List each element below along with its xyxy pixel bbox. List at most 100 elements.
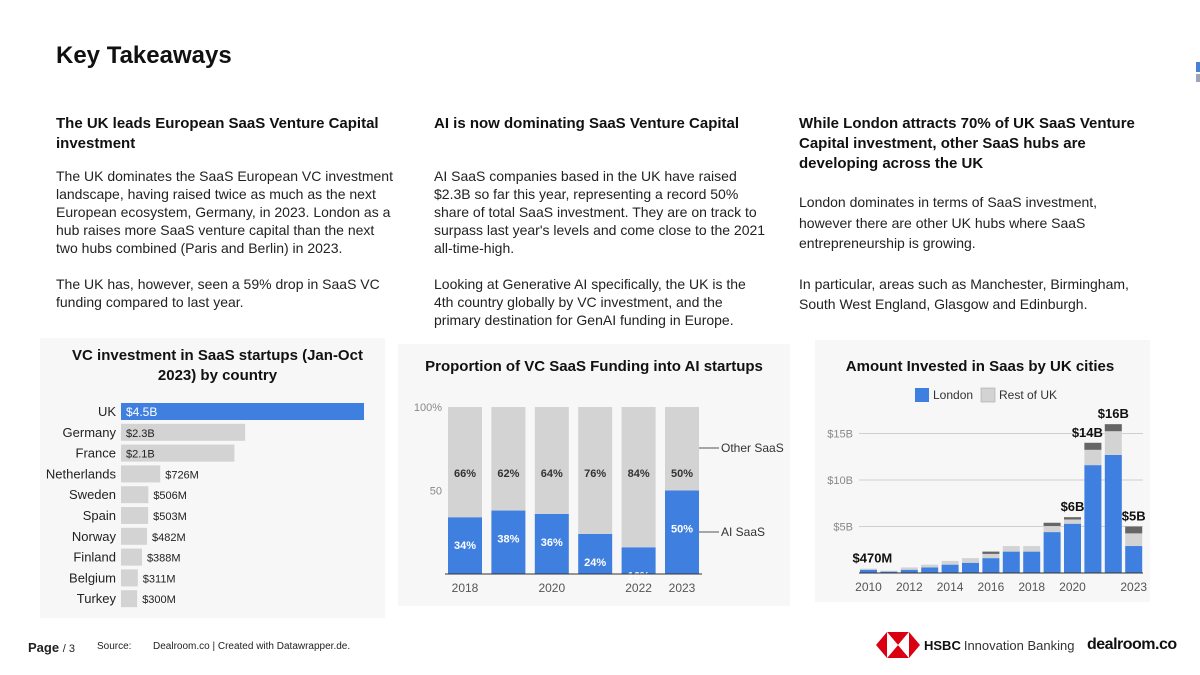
country-value-label: $4.5B	[126, 405, 157, 419]
london-bar	[1064, 523, 1081, 573]
country-label: Belgium	[69, 570, 116, 585]
y-tick-label: $5B	[833, 522, 853, 534]
london-bar	[1084, 465, 1102, 573]
other-saas-value-label: 84%	[628, 468, 650, 480]
chart-country-panel	[40, 338, 385, 618]
country-value-label: $506M	[153, 490, 187, 502]
hsbc-logo-text: HSBC	[924, 637, 961, 653]
country-label: Netherlands	[46, 466, 117, 481]
ai-saas-value-label: 38%	[497, 534, 519, 546]
london-bar	[1002, 551, 1020, 573]
column-heading: The UK leads European SaaS Venture Capit…	[56, 115, 379, 152]
other-saas-series-label: Other SaaS	[721, 441, 784, 455]
x-tick-label: 2010	[855, 580, 882, 594]
other-saas-value-label: 50%	[671, 468, 693, 480]
country-bar	[121, 590, 138, 608]
rest-of-uk-bar-accent	[1104, 424, 1122, 432]
other-saas-bar	[665, 407, 699, 491]
source-label: Source:	[97, 641, 132, 652]
rest-of-uk-bar	[1064, 517, 1081, 524]
value-annotation: $16B	[1098, 406, 1129, 421]
london-bar	[1043, 532, 1061, 573]
country-bar	[121, 486, 149, 504]
x-tick-label: 2014	[937, 580, 964, 594]
x-tick-label: 2022	[625, 581, 652, 595]
column-london-hubs: While London attracts 70% of UK SaaS Ven…	[799, 114, 1144, 315]
london-bar	[962, 562, 979, 573]
country-value-label: $726M	[165, 469, 199, 481]
country-label: Finland	[73, 550, 116, 565]
london-bar	[941, 564, 959, 573]
column-heading: While London attracts 70% of UK SaaS Ven…	[799, 115, 1135, 172]
country-bar	[121, 465, 161, 483]
rest-of-uk-bar	[900, 567, 918, 570]
side-marker-secondary	[1196, 74, 1200, 82]
x-tick-label: 2023	[669, 581, 696, 595]
hsbc-hexagon-icon	[876, 632, 920, 658]
country-label: Norway	[72, 529, 117, 544]
london-bar	[1023, 551, 1041, 573]
x-tick-label: 2012	[896, 580, 923, 594]
ai-saas-bar	[534, 513, 569, 574]
rest-of-uk-bar	[1023, 546, 1041, 552]
x-tick-label: 2016	[978, 580, 1005, 594]
column-paragraph: The UK dominates the SaaS European VC in…	[56, 168, 393, 256]
country-label: France	[76, 446, 116, 461]
y-tick-label: 50	[430, 486, 442, 498]
y-tick-label: 100%	[414, 402, 442, 414]
legend-label-london: London	[933, 388, 973, 402]
page-number: / 3	[62, 643, 75, 655]
country-label: Germany	[63, 425, 117, 440]
rest-of-uk-bar	[880, 570, 898, 572]
rest-of-uk-bar	[1002, 546, 1020, 552]
legend-swatch-london	[915, 388, 929, 402]
other-saas-value-label: 76%	[584, 468, 606, 480]
ai-saas-bar	[621, 547, 656, 574]
other-saas-bar	[491, 407, 526, 511]
rest-of-uk-bar-accent	[1084, 442, 1102, 450]
value-annotation: $470M	[853, 551, 893, 566]
country-bar	[121, 569, 138, 587]
ai-saas-bar	[665, 490, 699, 574]
country-label: Sweden	[69, 487, 116, 502]
country-bar	[121, 548, 142, 566]
value-annotation: $6B	[1061, 499, 1085, 514]
ai-saas-series-label: AI SaaS	[721, 525, 765, 539]
country-label: Spain	[83, 508, 116, 523]
rest-of-uk-bar	[982, 551, 1000, 559]
chart-uk-cities: $5B $10B $15B London Rest of UK 2010 2012 2014 2…	[827, 387, 1147, 594]
value-annotation: $5B	[1122, 509, 1146, 524]
country-bar	[121, 423, 246, 441]
rest-of-uk-bar	[921, 564, 939, 568]
country-value-label: $503M	[153, 511, 187, 523]
column-ai-dominating: AI is now dominating SaaS Venture Capita…	[434, 114, 769, 329]
other-saas-bar	[534, 407, 569, 514]
column-uk-leads: The UK leads European SaaS Venture Capit…	[56, 114, 396, 311]
rest-of-uk-bar-accent	[1064, 517, 1081, 520]
ai-saas-value-label: 36%	[541, 537, 563, 549]
other-saas-bar	[578, 407, 613, 534]
column-paragraph: In particular, areas such as Manchester,…	[799, 275, 1129, 313]
x-tick-label: 2020	[538, 581, 565, 595]
rest-of-uk-bar	[860, 568, 877, 570]
ai-saas-value-label: 34%	[454, 540, 476, 552]
country-bar	[121, 403, 364, 420]
rest-of-uk-bar	[1043, 522, 1061, 533]
chart-ai-share: 100% 50 34% 66% 2018 38% 62% 36% 64% 2020 24% 76% 16…	[414, 402, 784, 595]
ai-saas-bar	[578, 533, 613, 574]
ai-saas-bar	[448, 517, 482, 574]
rest-of-uk-bar	[962, 558, 979, 563]
chart-country-title: VC investment in SaaS startups (Jan-Oct …	[72, 347, 363, 384]
x-tick-label: 2023	[1120, 580, 1147, 594]
other-saas-bar	[448, 407, 482, 518]
hsbc-logo: HSBC Innovation Banking	[876, 632, 1074, 658]
country-bar	[121, 507, 149, 524]
rest-of-uk-bar	[941, 560, 959, 565]
country-label: UK	[98, 404, 116, 419]
london-bar	[1125, 546, 1143, 573]
country-bar	[121, 527, 148, 545]
chart-uk-cities-title: Amount Invested in Saas by UK cities	[845, 358, 1115, 375]
ai-saas-value-label: 50%	[671, 524, 693, 536]
legend-label-rest: Rest of UK	[999, 388, 1057, 402]
london-bar	[982, 558, 1000, 573]
